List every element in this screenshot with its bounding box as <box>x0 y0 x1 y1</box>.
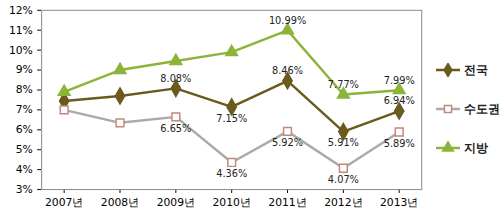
svg-text:5.89%: 5.89% <box>384 138 415 149</box>
svg-text:4%: 4% <box>16 163 33 176</box>
svg-text:8.46%: 8.46% <box>272 65 303 76</box>
svg-text:7.15%: 7.15% <box>216 113 247 124</box>
svg-text:12%: 12% <box>9 4 33 17</box>
svg-text:2009년: 2009년 <box>157 196 195 209</box>
svg-text:2007년: 2007년 <box>45 196 83 209</box>
svg-text:7.77%: 7.77% <box>328 79 359 90</box>
svg-text:2010년: 2010년 <box>212 196 250 209</box>
svg-text:5.92%: 5.92% <box>272 137 303 148</box>
svg-text:5.91%: 5.91% <box>328 137 359 148</box>
html-text:전국: 전국 <box>464 62 488 77</box>
svg-text:10.99%: 10.99% <box>269 15 306 26</box>
html-text:수도권: 수도권 <box>464 101 500 116</box>
svg-text:6%: 6% <box>16 123 33 136</box>
svg-text:2011년: 2011년 <box>268 196 306 209</box>
svg-text:4.36%: 4.36% <box>216 168 247 179</box>
svg-text:8%: 8% <box>16 83 33 96</box>
svg-text:6.94%: 6.94% <box>384 95 415 106</box>
svg-text:5%: 5% <box>16 143 33 156</box>
svg-text:7%: 7% <box>16 103 33 116</box>
svg-text:4.07%: 4.07% <box>328 174 359 185</box>
svg-text:3%: 3% <box>16 183 33 196</box>
svg-text:10%: 10% <box>9 44 33 57</box>
html-text:지방: 지방 <box>464 140 488 155</box>
svg-text:2008년: 2008년 <box>101 196 139 209</box>
svg-text:8.08%: 8.08% <box>160 73 191 84</box>
svg-text:2013년: 2013년 <box>380 196 418 209</box>
svg-text:7.99%: 7.99% <box>384 74 415 85</box>
svg-text:9%: 9% <box>16 63 33 76</box>
svg-text:6.65%: 6.65% <box>160 123 191 134</box>
svg-text:11%: 11% <box>9 24 33 37</box>
svg-text:2012년: 2012년 <box>324 196 362 209</box>
